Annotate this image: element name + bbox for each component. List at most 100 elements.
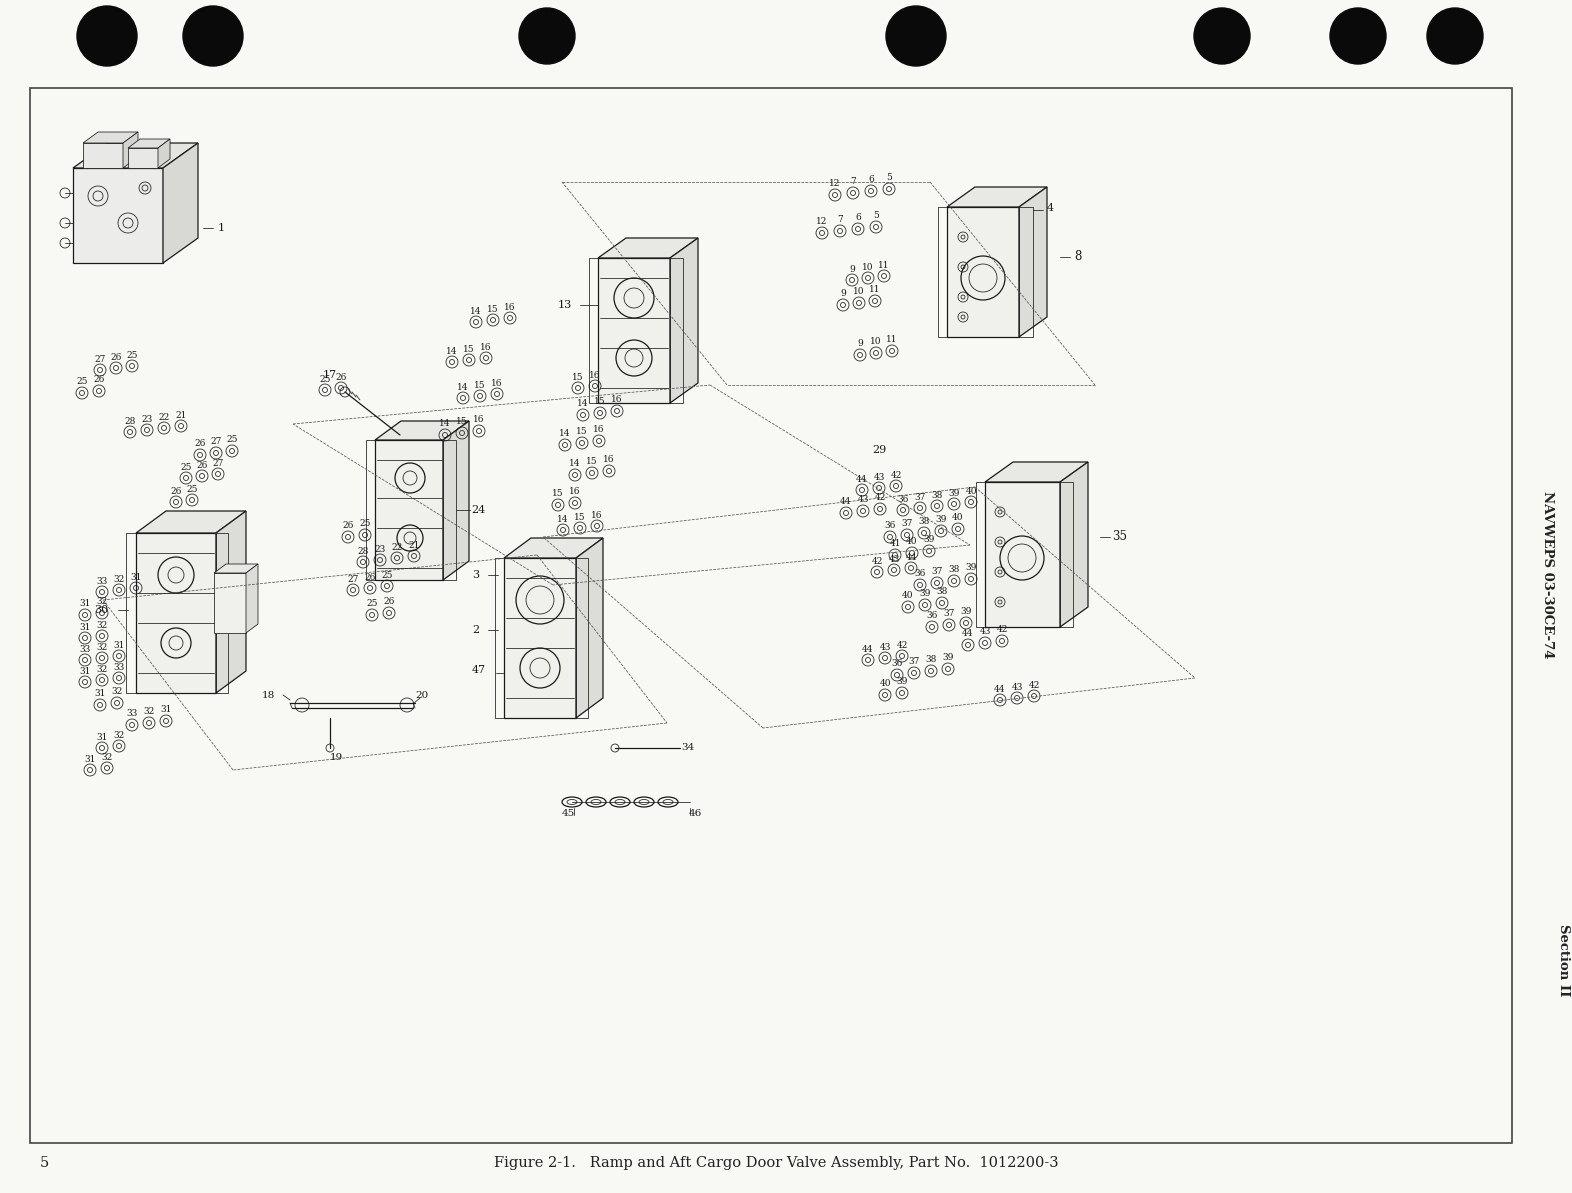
Text: 39: 39 xyxy=(935,515,946,525)
Text: 27: 27 xyxy=(211,438,222,446)
Text: 32: 32 xyxy=(112,687,123,697)
Text: 14: 14 xyxy=(446,346,457,356)
Circle shape xyxy=(1427,8,1482,64)
Text: 33: 33 xyxy=(79,644,91,654)
Text: 9: 9 xyxy=(857,340,863,348)
Text: 38: 38 xyxy=(926,655,937,665)
Text: 25: 25 xyxy=(366,600,377,608)
Circle shape xyxy=(519,8,575,64)
Text: 22: 22 xyxy=(391,543,402,551)
Text: 5: 5 xyxy=(872,211,879,221)
Text: 25: 25 xyxy=(126,351,138,359)
Text: 21: 21 xyxy=(409,540,420,550)
Text: 18: 18 xyxy=(263,691,275,699)
Text: 25: 25 xyxy=(181,463,192,471)
Text: 32: 32 xyxy=(96,620,107,630)
Text: 25: 25 xyxy=(226,435,237,445)
Text: 44: 44 xyxy=(841,497,852,507)
Text: 43: 43 xyxy=(879,643,891,651)
Polygon shape xyxy=(376,440,443,580)
Text: 1: 1 xyxy=(217,223,225,233)
Text: 39: 39 xyxy=(960,607,971,617)
Text: 39: 39 xyxy=(942,654,954,662)
Text: 42: 42 xyxy=(997,625,1008,635)
Text: 14: 14 xyxy=(439,420,451,428)
Text: 7: 7 xyxy=(838,216,843,224)
Text: 43: 43 xyxy=(1011,682,1023,692)
Text: 16: 16 xyxy=(591,511,602,519)
Polygon shape xyxy=(505,558,575,718)
Text: 27: 27 xyxy=(347,575,358,583)
Text: 32: 32 xyxy=(113,575,124,583)
Text: 39: 39 xyxy=(920,589,931,599)
Text: 27: 27 xyxy=(94,354,105,364)
Text: 16: 16 xyxy=(612,396,623,404)
Polygon shape xyxy=(127,148,159,168)
Text: 43: 43 xyxy=(874,472,885,482)
Text: 37: 37 xyxy=(909,657,920,667)
Text: 42: 42 xyxy=(1028,680,1039,690)
Text: 40: 40 xyxy=(902,592,913,600)
Text: 43: 43 xyxy=(979,628,990,637)
Polygon shape xyxy=(245,564,258,633)
Polygon shape xyxy=(123,132,138,168)
Text: 39: 39 xyxy=(923,536,935,544)
Text: 16: 16 xyxy=(593,426,605,434)
Text: 19: 19 xyxy=(330,754,343,762)
Polygon shape xyxy=(1019,187,1047,336)
Text: 22: 22 xyxy=(159,413,170,421)
Text: 26: 26 xyxy=(170,487,182,495)
Polygon shape xyxy=(575,538,604,718)
Text: Figure 2-1.   Ramp and Aft Cargo Door Valve Assembly, Part No.  1012200-3: Figure 2-1. Ramp and Aft Cargo Door Valv… xyxy=(494,1156,1058,1170)
Text: 26: 26 xyxy=(365,573,376,581)
Text: 14: 14 xyxy=(470,307,481,315)
Text: 15: 15 xyxy=(586,457,597,466)
Circle shape xyxy=(1330,8,1387,64)
Text: 25: 25 xyxy=(319,375,330,383)
Text: 44: 44 xyxy=(994,685,1006,693)
Text: 31: 31 xyxy=(96,733,108,742)
Text: 26: 26 xyxy=(343,521,354,531)
Text: 40: 40 xyxy=(965,487,976,495)
Text: 36: 36 xyxy=(898,495,909,503)
Circle shape xyxy=(77,6,137,66)
Polygon shape xyxy=(127,140,170,148)
Text: 9: 9 xyxy=(849,265,855,273)
Polygon shape xyxy=(163,143,198,262)
Text: 12: 12 xyxy=(816,217,828,227)
Text: 14: 14 xyxy=(457,383,468,391)
Text: 9: 9 xyxy=(839,290,846,298)
Text: 28: 28 xyxy=(357,546,369,556)
Circle shape xyxy=(182,6,244,66)
Text: 39: 39 xyxy=(948,488,959,497)
Text: 26: 26 xyxy=(384,598,395,606)
Text: 44: 44 xyxy=(857,475,868,483)
Text: 15: 15 xyxy=(594,397,605,407)
Text: 8: 8 xyxy=(1074,251,1082,264)
Text: 31: 31 xyxy=(85,754,96,764)
Text: 20: 20 xyxy=(415,691,429,699)
Text: 15: 15 xyxy=(574,513,586,521)
Text: 11: 11 xyxy=(887,335,898,345)
Text: 37: 37 xyxy=(915,493,926,501)
Text: 6: 6 xyxy=(868,175,874,185)
Text: 26: 26 xyxy=(335,372,347,382)
Text: 11: 11 xyxy=(869,285,880,295)
Polygon shape xyxy=(83,132,138,143)
Text: 15: 15 xyxy=(577,427,588,437)
Text: 44: 44 xyxy=(905,552,916,562)
Text: 15: 15 xyxy=(552,489,564,499)
Text: 36: 36 xyxy=(915,569,926,579)
Text: 16: 16 xyxy=(505,303,516,311)
Polygon shape xyxy=(986,462,1088,482)
Text: 37: 37 xyxy=(943,610,954,618)
Polygon shape xyxy=(505,538,604,558)
Text: 14: 14 xyxy=(569,459,580,469)
Text: 44: 44 xyxy=(962,630,973,638)
Text: 23: 23 xyxy=(374,544,385,554)
Polygon shape xyxy=(214,564,258,573)
Text: 37: 37 xyxy=(931,568,943,576)
Text: 38: 38 xyxy=(918,518,929,526)
Text: 15: 15 xyxy=(572,372,583,382)
Text: 25: 25 xyxy=(185,484,198,494)
